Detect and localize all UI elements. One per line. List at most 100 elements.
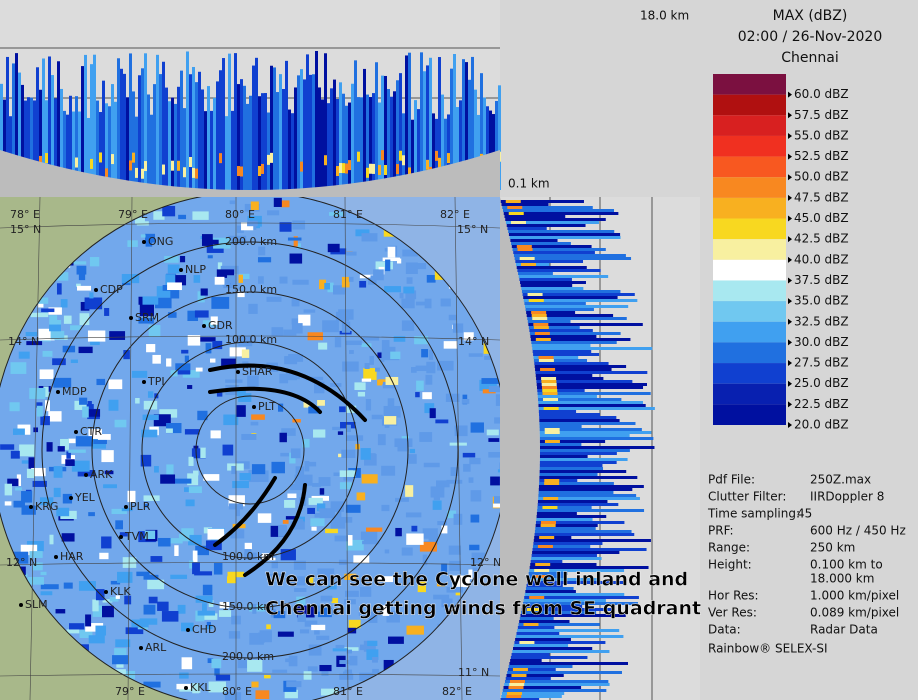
echo-cell (76, 283, 81, 287)
echo-cell (229, 347, 246, 357)
place-label: YEL (74, 491, 96, 504)
echo-cell (293, 560, 306, 570)
legend-label: 57.5 dBZ (794, 108, 849, 122)
grid-label: 78° E (10, 208, 40, 221)
echo-cell (229, 200, 236, 205)
echo-cell (10, 450, 20, 459)
echo-cell (101, 450, 114, 463)
echo-column (273, 67, 276, 190)
echo-cell (346, 539, 364, 551)
echo-cell (241, 349, 250, 358)
echo-core (258, 166, 261, 177)
echo-cell (79, 397, 88, 405)
echo-row (537, 506, 592, 509)
legend-swatch (713, 197, 786, 219)
echo-column (51, 75, 54, 190)
legend-swatch (713, 94, 786, 116)
echo-cell (108, 399, 119, 411)
range-label: 150.0 km (225, 283, 277, 296)
echo-cell (143, 604, 156, 615)
echo-cell (429, 408, 436, 419)
echo-column (276, 92, 279, 190)
echo-cell (280, 452, 298, 457)
echo-cell (144, 504, 149, 508)
echo-cell (272, 669, 288, 673)
echo-cell (211, 296, 230, 309)
echo-cell (169, 538, 183, 544)
echo-cell (311, 526, 317, 531)
echo-row (500, 698, 540, 700)
echo-cell (222, 276, 231, 286)
echo-cell (269, 573, 285, 578)
echo-row (517, 626, 555, 629)
echo-column (453, 54, 456, 190)
echo-cell (21, 460, 30, 464)
echo-cell (150, 556, 163, 562)
echo-cell (472, 567, 478, 574)
grid-label: 12° N (6, 556, 37, 569)
echo-cell (494, 417, 500, 424)
echo-cell (195, 367, 203, 372)
grid-label: 15° N (10, 223, 41, 236)
echo-core (396, 164, 399, 175)
echo-cell (201, 603, 207, 614)
place-dot (124, 505, 128, 509)
echo-core (543, 407, 559, 410)
echo-cell (75, 436, 93, 447)
echo-core (438, 157, 441, 168)
info-label: Time sampling: (707, 507, 800, 521)
echo-column (162, 61, 165, 190)
map: 78° E 79° E 80° E 81° E 82° E 15° N 15° N 14° N… (0, 197, 500, 700)
echo-cell (331, 597, 339, 604)
echo-cell (4, 501, 12, 506)
echo-cell (335, 311, 341, 321)
echo-row (530, 335, 597, 338)
echo-cell (10, 362, 27, 374)
echo-column (378, 102, 381, 190)
echo-cell (430, 486, 445, 498)
echo-column (261, 93, 264, 190)
echo-cell (93, 439, 107, 445)
echo-cell (11, 551, 29, 564)
echo-column (315, 50, 318, 190)
echo-cell (40, 416, 50, 426)
echo-cell (123, 350, 130, 360)
echo-row (539, 443, 582, 446)
echo-cell (292, 419, 301, 423)
echo-cell (292, 279, 309, 285)
range-label: 200.0 km (225, 235, 277, 248)
echo-column (225, 116, 228, 190)
echo-cell (291, 298, 300, 307)
echo-cell (382, 605, 390, 616)
echo-row (539, 470, 627, 473)
echo-column (111, 84, 114, 190)
echo-cell (210, 316, 218, 325)
echo-column (279, 74, 282, 190)
echo-cell (368, 615, 378, 623)
echo-cell (92, 599, 99, 612)
legend-label: 35.0 dBZ (794, 294, 849, 308)
echo-column (417, 109, 420, 190)
echo-column (192, 66, 195, 190)
echo-column (54, 98, 57, 190)
echo-column (393, 91, 396, 190)
echo-column (66, 114, 69, 190)
echo-row (515, 635, 624, 638)
echo-column (246, 103, 249, 190)
echo-cell (29, 387, 46, 399)
echo-cell (123, 670, 136, 679)
echo-cell (189, 560, 194, 569)
echo-cell (335, 516, 353, 523)
echo-cell (277, 631, 294, 637)
echo-cell (359, 672, 374, 682)
echo-cell (28, 457, 35, 470)
echo-row (531, 554, 597, 557)
echo-cell (317, 400, 325, 406)
echo-cell (146, 344, 156, 353)
echo-row (524, 305, 629, 308)
echo-column (342, 93, 345, 190)
info-value: 45 (797, 507, 812, 521)
echo-column (432, 113, 435, 190)
place-dot (142, 380, 146, 384)
echo-row (535, 521, 625, 524)
